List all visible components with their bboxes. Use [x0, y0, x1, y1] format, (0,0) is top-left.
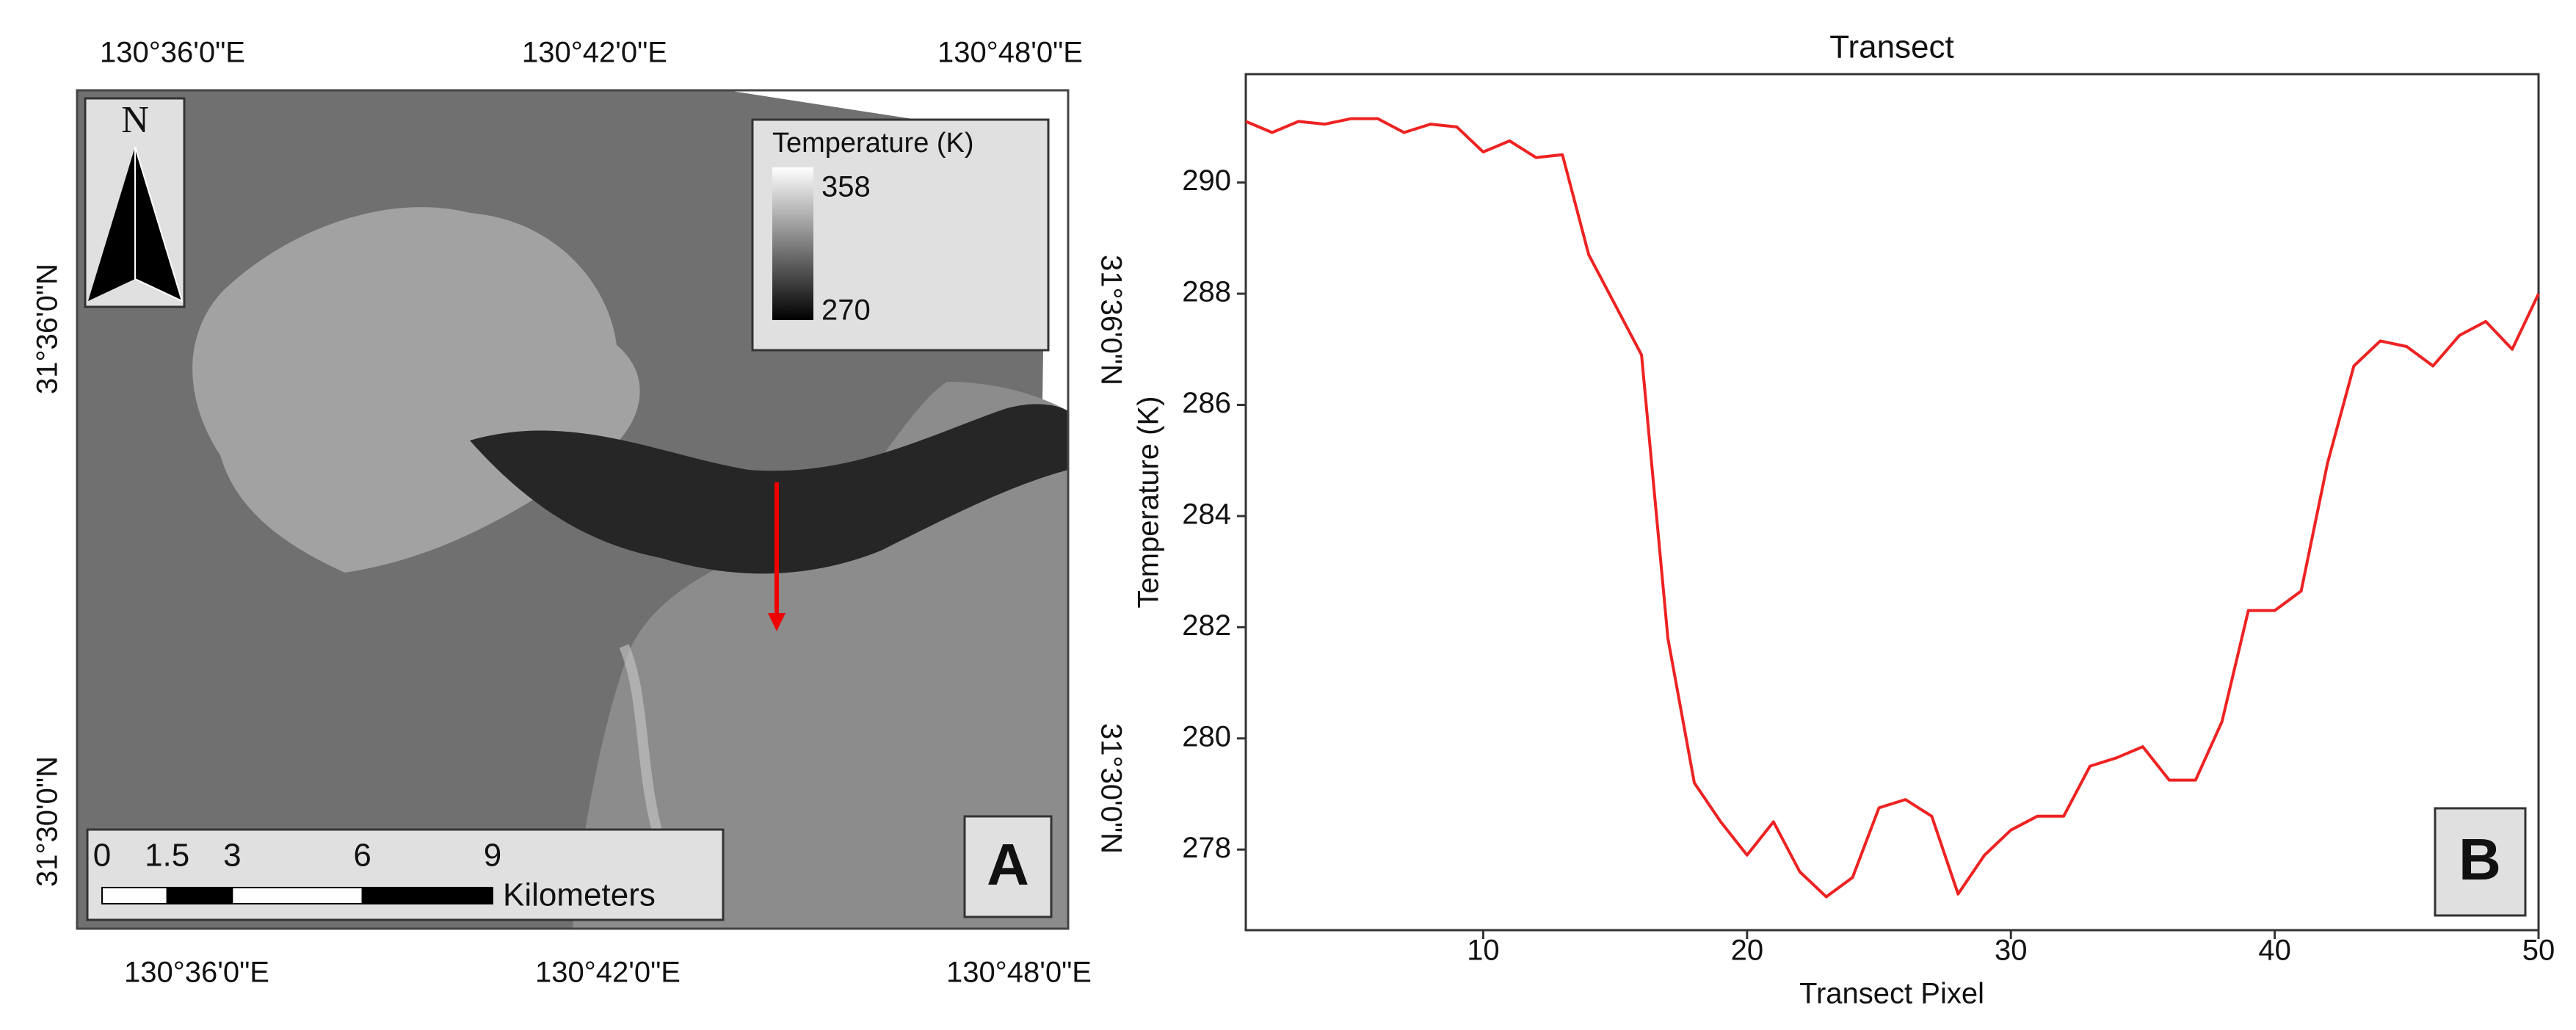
y-tick-label: 282 [1182, 609, 1231, 642]
legend-max: 358 [821, 171, 871, 203]
x-tick-label: 30 [1995, 935, 2028, 967]
lon-label: 130°36'0"E [124, 957, 269, 989]
y-tick-label: 280 [1182, 720, 1231, 752]
lon-label: 130°48'0"E [946, 957, 1092, 989]
data-line [1245, 117, 2540, 899]
scale-tick-label: 1.5 [145, 838, 189, 874]
north-label: N [121, 99, 149, 141]
map-frame [76, 89, 1070, 930]
scale-box [86, 828, 725, 921]
lon-label: 130°42'0"E [522, 37, 667, 69]
y-tick-label: 286 [1182, 387, 1231, 419]
color-ramp [772, 167, 813, 320]
lat-label: 31°30'0"N [32, 756, 64, 887]
lon-label: 130°42'0"E [535, 957, 681, 989]
lon-label: 130°36'0"E [100, 37, 245, 69]
lat-label: 31°30'0"N [1095, 723, 1127, 854]
y-tick-label: 290 [1182, 164, 1231, 197]
scale-tick-label: 3 [223, 838, 241, 874]
panel-label: A [987, 832, 1029, 897]
y-tick-label: 288 [1182, 276, 1231, 308]
y-tick-label: 278 [1182, 832, 1231, 864]
panel-box [2434, 807, 2527, 917]
x-tick-label: 40 [2258, 935, 2291, 967]
x-tick-label: 10 [1467, 935, 1500, 967]
scale-segment [231, 887, 363, 904]
scale-tick-label: 0 [93, 838, 111, 874]
legend-min: 270 [821, 294, 871, 327]
panel-label: B [2459, 827, 2501, 892]
scale-segment [361, 887, 493, 904]
x-tick-label: 20 [1731, 935, 1764, 967]
scale-segment [101, 887, 168, 904]
plot-frame [1244, 73, 2540, 932]
scale-tick-label: 9 [484, 838, 501, 874]
y-axis-label: Temperature (K) [1133, 396, 1165, 609]
scale-tick-label: 6 [353, 838, 371, 874]
lat-label: 31°36'0"N [1095, 255, 1127, 385]
x-tick-label: 50 [2522, 935, 2555, 967]
panel-box [963, 815, 1053, 918]
lat-label: 31°36'0"N [32, 264, 64, 394]
scale-segment [166, 887, 233, 904]
legend-title: Temperature (K) [772, 128, 974, 159]
lon-label: 130°48'0"E [937, 37, 1083, 69]
scale-unit: Kilometers [503, 877, 656, 913]
x-axis-label: Transect Pixel [1799, 978, 1984, 1010]
y-tick-label: 284 [1182, 498, 1231, 530]
chart-title: Transect [1829, 29, 1954, 65]
